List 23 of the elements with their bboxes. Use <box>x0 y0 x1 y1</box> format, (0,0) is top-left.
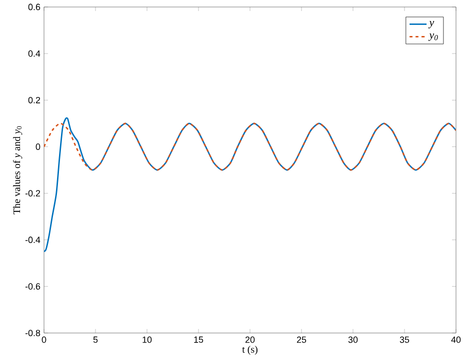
y-tick-label: 0.4 <box>28 50 40 57</box>
x-tick-label: 5 <box>93 336 98 343</box>
y-tick-label: 0 <box>36 144 40 150</box>
x-tick-label: 25 <box>296 336 306 343</box>
y-tick-label: 0.6 <box>28 4 40 10</box>
line-series <box>44 118 456 252</box>
y-tick-label: -0.4 <box>25 236 40 244</box>
y-tick-label: -0.6 <box>25 283 40 290</box>
x-tick-label: 35 <box>400 336 410 343</box>
y-tick-label: 0.2 <box>28 96 40 104</box>
y-tick-label: -0.2 <box>25 190 40 196</box>
x-tick-label: 10 <box>142 336 152 343</box>
x-tick-label: 30 <box>348 336 358 343</box>
x-tick-label: 15 <box>194 336 204 343</box>
legend-label: y$_{0}$ <box>428 33 438 41</box>
x-tick-label: 20 <box>245 336 255 343</box>
x-tick-label: 0 <box>42 336 46 343</box>
legend-label: y <box>428 20 434 28</box>
x-axis-title: t (s) <box>242 346 258 355</box>
y-tick-label: -0.8 <box>25 330 40 336</box>
x-tick-label: 40 <box>451 336 461 343</box>
line-series <box>44 122 456 171</box>
y-axis-title: The values of y and y$_{0}$ <box>13 126 22 214</box>
